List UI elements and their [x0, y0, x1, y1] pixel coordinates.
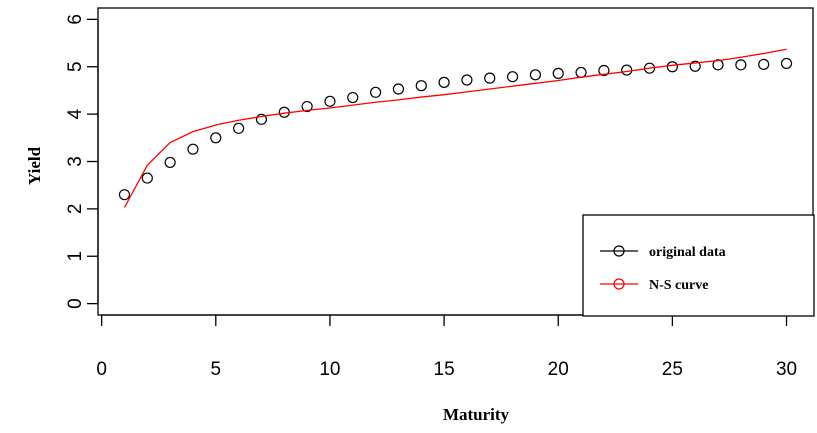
- legend-original-data-label: original data: [649, 245, 726, 260]
- original-data-point: [233, 122, 245, 134]
- series-layer: [118, 48, 793, 208]
- original-data-point: [369, 86, 382, 98]
- legend-original-data-marker: [613, 245, 625, 257]
- x-tick-label: 5: [211, 359, 222, 380]
- original-data-point: [735, 59, 747, 71]
- original-data-point: [712, 59, 724, 71]
- original-data-point: [301, 100, 313, 113]
- y-tick-label: 6: [65, 14, 86, 25]
- y-tick-label: 4: [65, 108, 86, 119]
- original-data-point: [187, 143, 199, 155]
- y-tick-label: 2: [65, 204, 86, 215]
- y-tick-label: 1: [65, 251, 86, 262]
- original-data-point: [255, 113, 268, 125]
- original-data-point: [392, 83, 405, 95]
- y-axis-title: Yield: [25, 146, 44, 185]
- legend-box: [582, 214, 815, 317]
- legend-ns-curve-marker: [613, 278, 625, 290]
- y-tick-label: 0: [65, 298, 86, 309]
- original-data-point: [118, 189, 131, 201]
- legend: original data N-S curve: [582, 214, 815, 317]
- x-axis-title: Maturity: [443, 405, 510, 424]
- x-tick-label: 0: [96, 359, 107, 380]
- x-tick-label: 30: [776, 359, 797, 380]
- ns-curve-line: [123, 48, 787, 208]
- original-data-point: [415, 80, 427, 92]
- original-data-point: [164, 156, 176, 169]
- y-tick-label: 3: [65, 156, 86, 167]
- original-data-point: [575, 66, 587, 79]
- original-data-point: [461, 74, 473, 86]
- original-data-point: [529, 69, 542, 81]
- original-data-point: [758, 58, 770, 70]
- legend-ns-curve-label: N-S curve: [649, 278, 709, 293]
- original-data-point: [484, 72, 496, 84]
- original-data-point: [552, 67, 564, 79]
- original-data-point: [506, 71, 519, 83]
- y-tick-label: 5: [65, 61, 86, 72]
- y-axis: 0 1 2 3 4 5 6: [65, 14, 99, 309]
- x-axis: 0 5 10 15 20 25 30: [96, 314, 797, 380]
- original-data-point: [141, 172, 153, 184]
- x-tick-label: 10: [319, 359, 340, 380]
- original-data-point: [780, 57, 793, 70]
- original-data-point: [666, 61, 678, 73]
- x-tick-label: 25: [662, 359, 683, 380]
- original-data-point: [621, 64, 633, 76]
- original-data-point: [598, 64, 610, 77]
- original-data-point: [210, 132, 222, 144]
- original-data-point: [689, 60, 701, 72]
- x-tick-label: 15: [434, 359, 455, 380]
- original-data-point: [347, 91, 359, 104]
- x-tick-label: 20: [548, 359, 569, 380]
- original-data-point: [324, 95, 336, 107]
- original-data-point: [438, 76, 450, 88]
